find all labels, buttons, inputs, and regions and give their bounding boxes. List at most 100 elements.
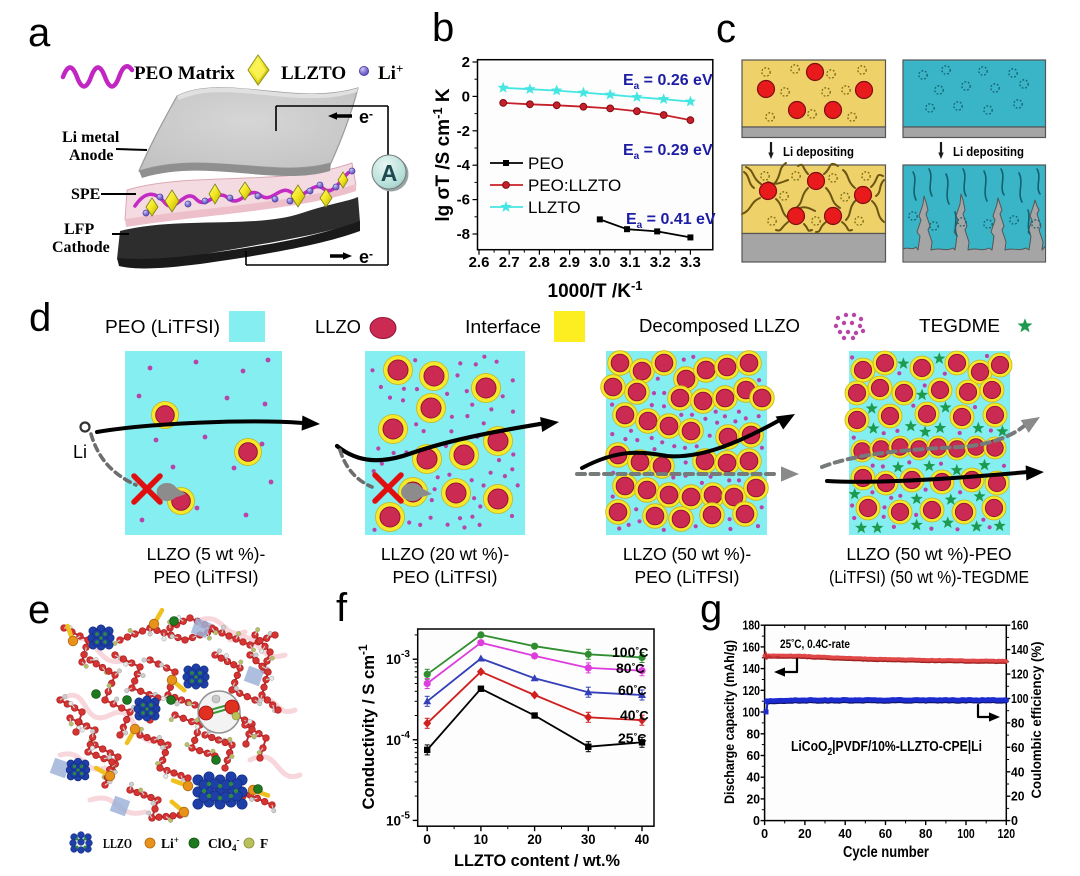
svg-text:120: 120 <box>1011 668 1029 682</box>
svg-text:20: 20 <box>1011 790 1025 804</box>
svg-text:10: 10 <box>386 652 401 667</box>
svg-text:140: 140 <box>1011 643 1029 657</box>
svg-text:Conductivity / S cm-1: Conductivity / S cm-1 <box>356 644 378 809</box>
svg-text:-4: -4 <box>401 730 410 741</box>
svg-text:LLZO (20 wt %)-: LLZO (20 wt %)- <box>381 544 510 564</box>
svg-text:LLZTO: LLZTO <box>281 63 346 84</box>
svg-text:Coulombic efficiency (%): Coulombic efficiency (%) <box>1028 642 1044 799</box>
svg-text:160: 160 <box>743 640 761 654</box>
svg-text:Ea = 0.26 eV: Ea = 0.26 eV <box>623 72 713 92</box>
svg-text:80: 80 <box>1011 716 1025 730</box>
svg-text:80°C: 80°C <box>616 660 645 676</box>
svg-text:80: 80 <box>919 827 933 841</box>
svg-text:40: 40 <box>1011 765 1025 779</box>
svg-text:100: 100 <box>957 827 975 841</box>
svg-text:LLZTO: LLZTO <box>528 198 581 217</box>
svg-text:(LiTFSI) (50 wt %)-TEGDME: (LiTFSI) (50 wt %)-TEGDME <box>829 567 1029 587</box>
svg-text:10: 10 <box>386 813 401 828</box>
svg-text:Li depositing: Li depositing <box>783 144 854 159</box>
svg-text:-3: -3 <box>401 649 410 660</box>
svg-text:2.9: 2.9 <box>559 254 580 271</box>
svg-text:20: 20 <box>798 827 812 841</box>
svg-text:LLZO: LLZO <box>315 316 361 337</box>
svg-text:d: d <box>29 296 51 340</box>
svg-text:LFP: LFP <box>64 221 94 238</box>
svg-text:20: 20 <box>527 831 542 847</box>
svg-text:Interface: Interface <box>465 316 541 337</box>
svg-text:100: 100 <box>1011 692 1029 706</box>
svg-text:LLZO (50 wt %)-PEO: LLZO (50 wt %)-PEO <box>846 544 1011 564</box>
svg-text:100: 100 <box>743 706 761 720</box>
svg-text:0: 0 <box>761 827 768 841</box>
svg-text:25°C, 0.4C-rate: 25°C, 0.4C-rate <box>780 637 850 651</box>
svg-text:Discharge capacity (mAh/g): Discharge capacity (mAh/g) <box>721 640 737 804</box>
svg-text:SPE: SPE <box>71 186 100 203</box>
svg-text:Ea = 0.29 eV: Ea = 0.29 eV <box>623 142 713 162</box>
svg-text:180: 180 <box>743 619 761 633</box>
svg-text:2.7: 2.7 <box>499 254 520 271</box>
svg-text:40: 40 <box>747 771 761 785</box>
svg-text:25°C: 25°C <box>618 730 647 746</box>
svg-text:Li depositing: Li depositing <box>953 144 1024 159</box>
svg-text:PEO (LiTFSI): PEO (LiTFSI) <box>392 567 497 587</box>
svg-text:40: 40 <box>838 827 852 841</box>
svg-text:A: A <box>381 160 398 186</box>
svg-text:f: f <box>336 586 348 630</box>
svg-text:LLZO (50 wt %)-: LLZO (50 wt %)- <box>623 544 752 564</box>
svg-text:120: 120 <box>743 684 761 698</box>
svg-text:10: 10 <box>474 831 489 847</box>
svg-text:80: 80 <box>747 727 761 741</box>
svg-text:Li metal: Li metal <box>62 129 120 146</box>
svg-text:2.8: 2.8 <box>529 254 550 271</box>
svg-text:3.2: 3.2 <box>650 254 671 271</box>
svg-text:40°C: 40°C <box>620 707 649 723</box>
svg-text:0: 0 <box>753 814 760 828</box>
svg-text:TEGDME: TEGDME <box>919 315 1000 336</box>
svg-text:e-: e- <box>359 247 373 267</box>
svg-text:a: a <box>28 11 51 55</box>
svg-text:-4: -4 <box>457 157 471 174</box>
svg-text:LiCoO2|PVDF/10%-LLZTO-CPE|Li: LiCoO2|PVDF/10%-LLZTO-CPE|Li <box>791 739 982 758</box>
svg-text:2: 2 <box>462 54 470 71</box>
svg-text:lg σT /S cm-1 K: lg σT /S cm-1 K <box>430 88 454 222</box>
svg-text:0: 0 <box>1011 814 1018 828</box>
svg-text:10: 10 <box>386 733 401 748</box>
svg-text:3.0: 3.0 <box>589 254 610 271</box>
svg-text:PEO:LLZTO: PEO:LLZTO <box>528 176 621 195</box>
svg-text:e-: e- <box>359 107 373 127</box>
svg-text:100°C: 100°C <box>612 644 649 660</box>
svg-text:60: 60 <box>1011 741 1025 755</box>
svg-text:-5: -5 <box>401 810 410 821</box>
svg-text:Decomposed LLZO: Decomposed LLZO <box>639 315 800 336</box>
svg-text:b: b <box>432 6 454 50</box>
svg-text:PEO (LiTFSI): PEO (LiTFSI) <box>634 567 739 587</box>
svg-text:1000/T /K-1: 1000/T /K-1 <box>548 278 643 302</box>
svg-text:0: 0 <box>423 831 431 847</box>
svg-text:20: 20 <box>747 792 761 806</box>
svg-text:Cathode: Cathode <box>52 239 110 256</box>
svg-text:c: c <box>716 7 736 51</box>
svg-text:160: 160 <box>1011 619 1029 633</box>
svg-text:ClO4-: ClO4- <box>208 835 240 853</box>
svg-text:PEO (LiTFSI): PEO (LiTFSI) <box>153 567 258 587</box>
svg-text:LLZO (5 wt %)-: LLZO (5 wt %)- <box>147 544 266 564</box>
svg-text:3.1: 3.1 <box>620 254 641 271</box>
svg-text:LLZTO content / wt.%: LLZTO content / wt.% <box>454 851 620 870</box>
svg-text:Ea = 0.41 eV: Ea = 0.41 eV <box>626 211 716 231</box>
svg-text:-8: -8 <box>457 226 470 243</box>
svg-text:F: F <box>260 836 268 851</box>
svg-text:LLZO: LLZO <box>103 836 132 851</box>
svg-text:-6: -6 <box>457 192 470 209</box>
svg-text:30: 30 <box>581 831 596 847</box>
svg-text:Li+: Li+ <box>378 61 403 84</box>
svg-text:140: 140 <box>743 662 761 676</box>
svg-text:Anode: Anode <box>69 147 113 164</box>
svg-text:e: e <box>28 588 50 632</box>
svg-text:PEO: PEO <box>528 154 564 173</box>
svg-text:g: g <box>700 587 722 631</box>
svg-text:120: 120 <box>998 827 1016 841</box>
svg-text:60: 60 <box>747 749 761 763</box>
svg-text:Li+: Li+ <box>161 835 179 851</box>
svg-text:3.3: 3.3 <box>680 254 701 271</box>
svg-text:40: 40 <box>635 831 650 847</box>
